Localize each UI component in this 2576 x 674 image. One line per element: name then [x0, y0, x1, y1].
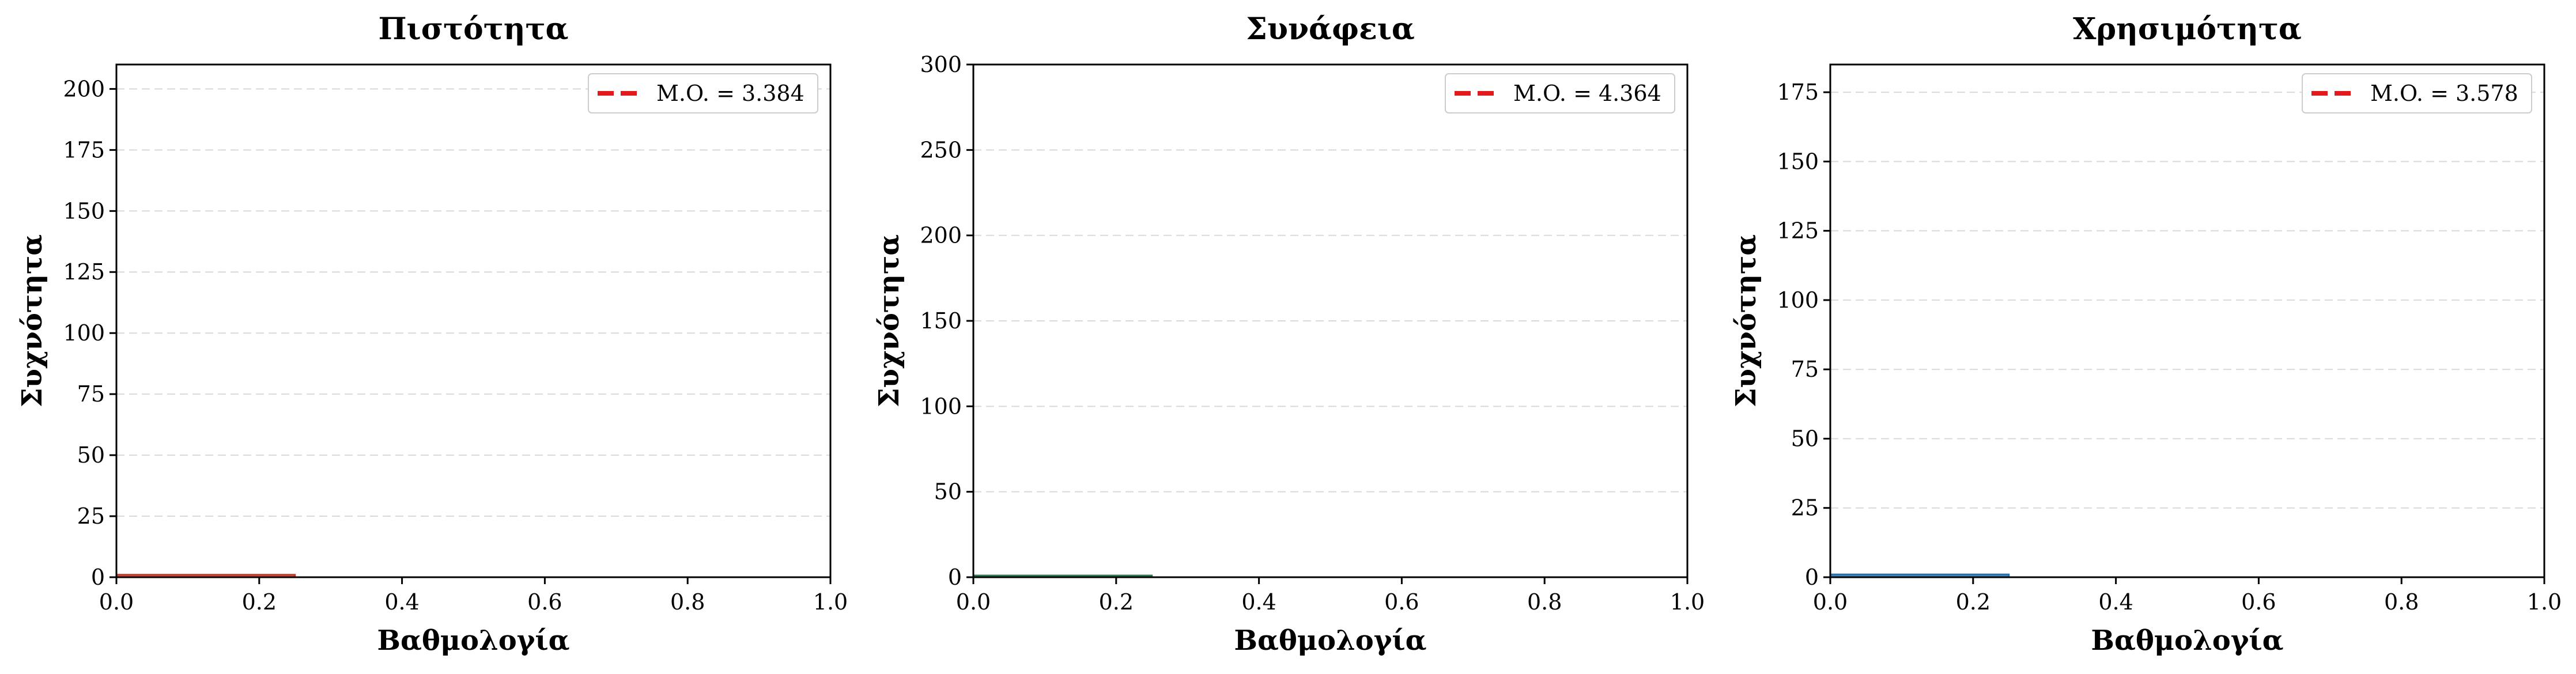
x-tick-label: 0.2 [1099, 589, 1134, 615]
legend-box [1445, 73, 1675, 113]
x-tick-label: 1.0 [813, 589, 848, 615]
y-tick-label: 75 [1791, 357, 1819, 382]
x-tick-label: 0.8 [2384, 589, 2419, 615]
x-tick-label: 0.6 [2241, 589, 2276, 615]
x-tick-label: 0.8 [670, 589, 705, 615]
legend-label: M.O. = 3.578 [2370, 81, 2518, 106]
y-tick-label: 0 [948, 565, 962, 590]
x-tick-label: 0.4 [2098, 589, 2133, 615]
x-tick-label: 0.8 [1527, 589, 1562, 615]
y-tick-label: 100 [1777, 287, 1819, 313]
chart-title: Συνάφεια [1246, 12, 1415, 47]
x-tick-label: 0.6 [527, 589, 562, 615]
y-tick-label: 50 [1791, 426, 1819, 451]
y-tick-label: 25 [77, 503, 105, 529]
y-tick-label: 75 [77, 381, 105, 407]
y-axis-label: Συχνότητα [873, 234, 905, 408]
chart-title: Πιστότητα [378, 12, 568, 47]
x-tick-label: 0.6 [1384, 589, 1419, 615]
x-tick-label: 0.0 [956, 589, 991, 615]
legend-box [2302, 73, 2532, 113]
y-tick-label: 50 [77, 442, 105, 468]
y-tick-label: 150 [1777, 149, 1819, 174]
legend-label: M.O. = 4.364 [1513, 81, 1661, 106]
chart-title: Χρησιμότητα [2073, 12, 2302, 47]
chart-panel-2: 0 50 100 150 200 250 300 0.0 0.2 0.4 0.6 0.8 1.0 Συνά… [873, 12, 1705, 657]
x-tick-label: 0.4 [1241, 589, 1276, 615]
y-tick-label: 100 [920, 393, 962, 419]
x-tick-label: 0.2 [242, 589, 277, 615]
y-tick-label: 100 [63, 320, 105, 346]
chart-panel-3: 0 25 50 75 100 125 150 175 0.0 0.2 0.4 0.6 0.8 1.0 Χρη… [1730, 12, 2562, 657]
x-tick-label: 0.2 [1956, 589, 1990, 615]
x-tick-label: 1.0 [2527, 589, 2562, 615]
y-tick-label: 300 [920, 52, 962, 77]
y-tick-label: 175 [1777, 79, 1819, 105]
legend-box [588, 73, 818, 113]
x-tick-label: 0.4 [384, 589, 419, 615]
y-tick-label: 150 [63, 198, 105, 224]
y-tick-label: 200 [63, 76, 105, 101]
y-tick-label: 200 [920, 223, 962, 248]
y-axis-label: Συχνότητα [16, 234, 48, 408]
x-axis-label: Βαθμολογία [2091, 624, 2283, 657]
x-tick-label: 1.0 [1670, 589, 1705, 615]
y-tick-label: 0 [1805, 565, 1819, 590]
y-tick-label: 125 [1777, 218, 1819, 244]
y-axis-label: Συχνότητα [1730, 234, 1762, 408]
chart-panel-1: 0 25 50 75 100 125 150 175 200 0.0 0.2 0.4 0.6 0.8 1.0… [16, 12, 848, 657]
y-tick-label: 150 [920, 308, 962, 334]
plot-frame [115, 63, 832, 578]
y-tick-label: 125 [63, 259, 105, 285]
x-tick-label: 0.0 [1813, 589, 1848, 615]
legend-label: M.O. = 3.384 [656, 81, 804, 106]
y-tick-label: 250 [920, 137, 962, 162]
y-tick-label: 25 [1791, 495, 1819, 521]
plot-frame [1829, 63, 2545, 578]
x-axis-label: Βαθμολογία [1234, 624, 1426, 657]
x-tick-label: 0.0 [99, 589, 134, 615]
y-tick-label: 0 [91, 565, 105, 590]
y-tick-label: 50 [934, 479, 962, 505]
x-axis-label: Βαθμολογία [377, 624, 569, 657]
y-tick-label: 175 [63, 137, 105, 162]
